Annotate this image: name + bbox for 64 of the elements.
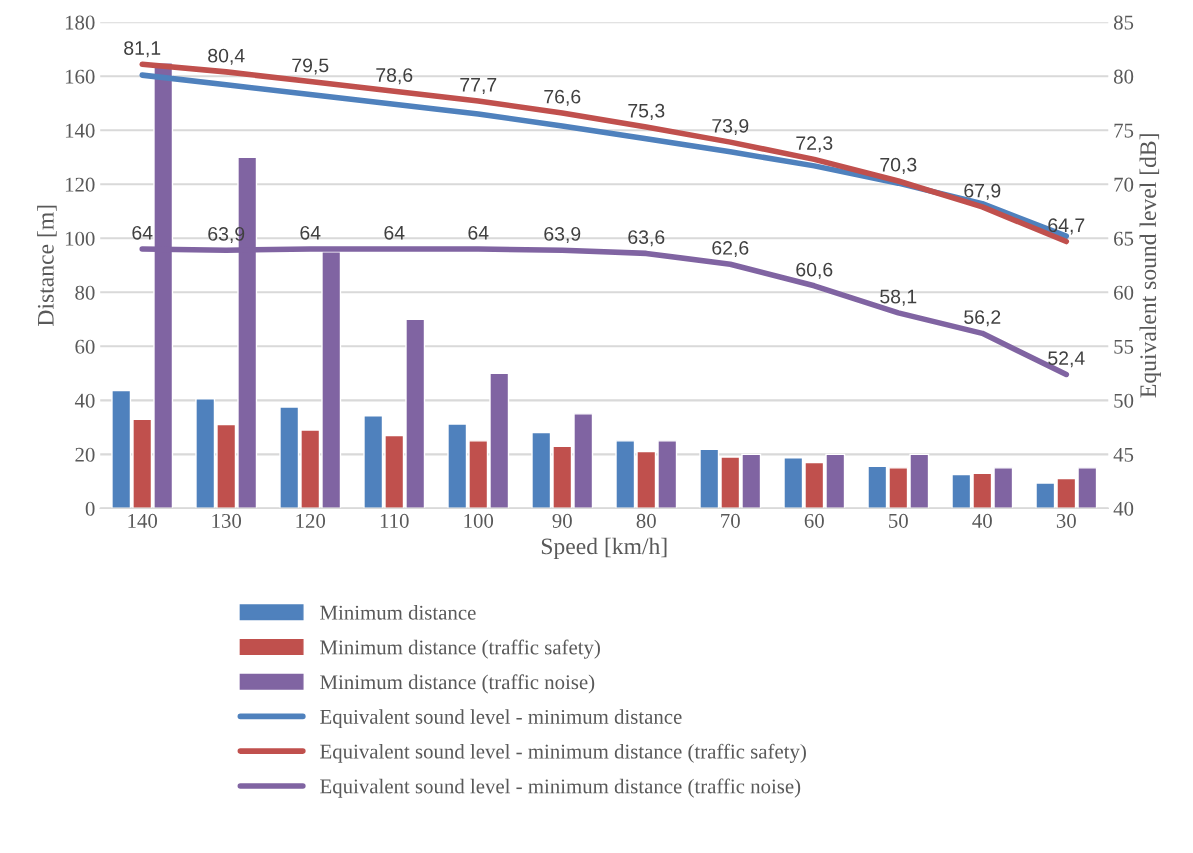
data-label: 58,1	[880, 289, 917, 306]
data-label: 64	[300, 225, 321, 240]
y2-axis-title: Equivalent sound level [dB]	[1139, 134, 1161, 398]
data-label: 67,9	[964, 183, 1001, 200]
data-label: 72,3	[796, 136, 833, 153]
y2-tick-label: 40	[1113, 501, 1134, 516]
data-label: 78,6	[376, 68, 413, 85]
y-tick-label: 180	[65, 15, 95, 30]
x-axis-title: Speed [km/h]	[541, 537, 667, 560]
x-tick-label: 110	[380, 513, 409, 528]
y2-tick-label: 45	[1113, 447, 1134, 462]
data-label: 64	[132, 225, 153, 240]
y2-tick-label: 70	[1114, 177, 1134, 192]
data-label: 63,6	[628, 230, 665, 247]
data-label: 76,6	[544, 89, 581, 106]
y-tick-label: 60	[75, 339, 95, 354]
data-label: 81,1	[124, 41, 161, 58]
legend-label: Equivalent sound level - minimum distance	[320, 709, 682, 729]
legend-label: Minimum distance (traffic noise)	[320, 674, 595, 694]
data-label: 73,9	[712, 118, 749, 136]
y2-tick-label: 85	[1113, 15, 1134, 30]
y-tick-label: 140	[65, 123, 95, 138]
x-tick-label: 50	[889, 513, 908, 528]
x-tick-label: 60	[804, 513, 824, 528]
y2-tick-label: 60	[1114, 285, 1134, 300]
data-label: 79,5	[292, 58, 329, 75]
x-tick-label: 120	[296, 513, 326, 528]
x-tick-label: 30	[1056, 513, 1076, 528]
legend-label: Minimum distance	[320, 605, 476, 620]
y2-tick-label: 80	[1113, 69, 1134, 84]
data-label: 70,3	[880, 157, 917, 174]
x-tick-label: 80	[636, 513, 656, 528]
y-tick-label: 120	[65, 177, 95, 192]
data-label: 77,7	[460, 78, 497, 94]
x-tick-label: 140	[128, 513, 158, 528]
y-axis-title: Distance [m]	[37, 205, 57, 326]
data-label: 63,9	[544, 226, 581, 244]
y-tick-label: 40	[74, 393, 95, 408]
x-tick-label: 100	[464, 513, 494, 528]
data-label: 64	[468, 225, 489, 240]
y2-tick-label: 65	[1114, 231, 1134, 246]
y2-tick-label: 55	[1114, 339, 1134, 354]
data-label: 75,3	[628, 103, 665, 120]
y-tick-label: 80	[75, 285, 95, 300]
data-label: 62,6	[712, 241, 749, 258]
y2-tick-label: 75	[1114, 123, 1134, 138]
y-tick-label: 0	[85, 501, 95, 516]
data-label: 60,6	[796, 262, 833, 279]
data-label: 52,4	[1048, 351, 1085, 368]
y2-tick-label: 50	[1114, 393, 1134, 408]
legend-label: Equivalent sound level - minimum distance (traffic noise)	[320, 778, 801, 798]
data-label: 80,4	[208, 48, 245, 65]
x-tick-label: 70	[721, 513, 740, 528]
legend-label: Equivalent sound level - minimum distance (traffic safety)	[320, 743, 806, 763]
x-tick-label: 40	[972, 513, 992, 528]
data-label: 64,7	[1048, 218, 1085, 235]
y-tick-label: 160	[65, 69, 95, 84]
y-tick-label: 20	[75, 447, 95, 462]
x-tick-label: 90	[552, 513, 572, 528]
data-label: 64	[384, 225, 405, 240]
x-tick-label: 130	[212, 513, 242, 528]
data-label: 56,2	[964, 310, 1001, 327]
legend-label: Minimum distance (traffic safety)	[320, 639, 600, 659]
y-tick-label: 100	[65, 231, 95, 246]
